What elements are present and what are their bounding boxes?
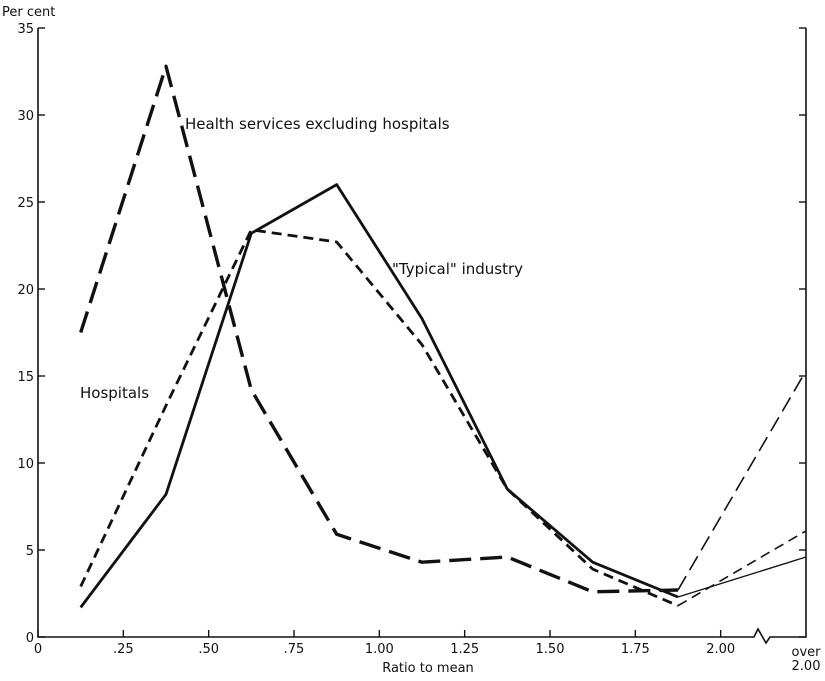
series-tail-typical-industry xyxy=(677,556,807,598)
series-lines xyxy=(79,64,807,609)
x-tick-label: 1.25 xyxy=(450,642,479,657)
series-line-health-services xyxy=(79,64,679,594)
x-tick-label: .50 xyxy=(198,642,219,657)
x-tick-label-over: over xyxy=(792,645,822,660)
y-axis-label: Per cent xyxy=(2,5,55,20)
series-label-health-services: Health services excluding hospitals xyxy=(185,115,450,133)
y-tick-label: 35 xyxy=(17,22,34,37)
x-tick-label-over-value: 2.00 xyxy=(792,659,821,674)
x-axis-label: Ratio to mean xyxy=(382,661,474,676)
y-tick-label: 20 xyxy=(17,283,34,298)
series-tail-hospitals xyxy=(677,530,807,607)
y-axis-ticks: 0 5 10 15 20 25 30 35 xyxy=(17,22,806,646)
y-tick-label: 25 xyxy=(17,196,34,211)
y-tick-label: 30 xyxy=(17,109,34,124)
y-tick-label: 5 xyxy=(26,544,34,559)
y-tick-label: 15 xyxy=(17,370,34,385)
series-tail-health-services xyxy=(677,370,807,591)
x-tick-label: 1.50 xyxy=(536,642,565,657)
x-tick-label: 1.00 xyxy=(365,642,394,657)
x-tick-label: .25 xyxy=(113,642,134,657)
series-label-typical-industry: "Typical" industry xyxy=(392,260,523,278)
x-axis-ticks: 0 .25 .50 .75 1.00 1.25 1.50 1.75 2.00 xyxy=(34,630,735,657)
series-line-typical-industry xyxy=(79,183,679,609)
x-tick-label: 0 xyxy=(34,642,42,657)
series-line-hospitals xyxy=(79,228,679,607)
x-tick-label: .75 xyxy=(284,642,305,657)
series-label-hospitals: Hospitals xyxy=(80,384,149,402)
y-tick-label: 10 xyxy=(17,457,34,472)
y-tick-label: 0 xyxy=(26,631,34,646)
x-tick-label: 1.75 xyxy=(621,642,650,657)
x-tick-label: 2.00 xyxy=(706,642,735,657)
